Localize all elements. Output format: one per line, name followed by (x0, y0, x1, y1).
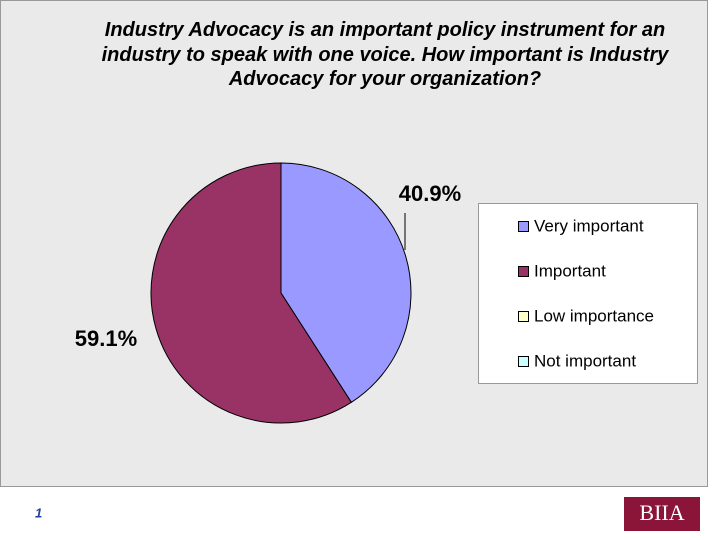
title-box: Industry Advocacy is an important policy… (101, 19, 669, 90)
legend-label: Important (534, 261, 606, 280)
data-label: 40.9% (399, 181, 461, 206)
logo: BIIA (639, 500, 684, 525)
pie-slice (150, 162, 353, 424)
chart-title: Industry Advocacy is an important policy… (101, 19, 669, 90)
legend-box (478, 203, 698, 384)
legend-label: Low importance (534, 306, 654, 325)
legend-label: Very important (534, 216, 644, 235)
page-number: 1 (35, 505, 42, 520)
legend-label: Not important (534, 351, 636, 370)
data-label: 59.1% (75, 326, 137, 351)
legend-swatch (518, 311, 529, 322)
legend-swatch (518, 356, 529, 367)
legend-swatch (518, 221, 529, 232)
legend-swatch (518, 266, 529, 277)
logo-box (624, 497, 700, 531)
pie-slice (280, 162, 412, 404)
